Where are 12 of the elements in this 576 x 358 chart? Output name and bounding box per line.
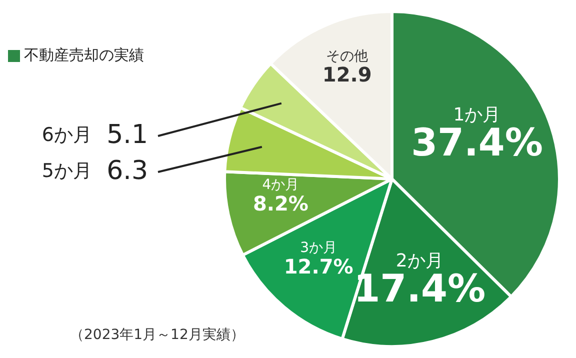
data-label: 12.7% — [284, 254, 354, 278]
data-label: 8.2% — [252, 191, 308, 216]
text: 不動産売却の実績 — [24, 46, 144, 65]
slice-label: 5か月 — [42, 160, 92, 182]
data-label: 6.3 — [106, 156, 148, 186]
data-label: 5.1 — [106, 120, 148, 150]
slice-label: 3か月 — [300, 240, 338, 256]
text: （2023年1月～12月実績） — [70, 326, 244, 344]
slice-label: 6か月 — [42, 124, 92, 146]
data-label: 12.9 — [322, 62, 372, 87]
slice-label: その他 — [326, 48, 368, 64]
slice-label: 4か月 — [262, 177, 300, 194]
